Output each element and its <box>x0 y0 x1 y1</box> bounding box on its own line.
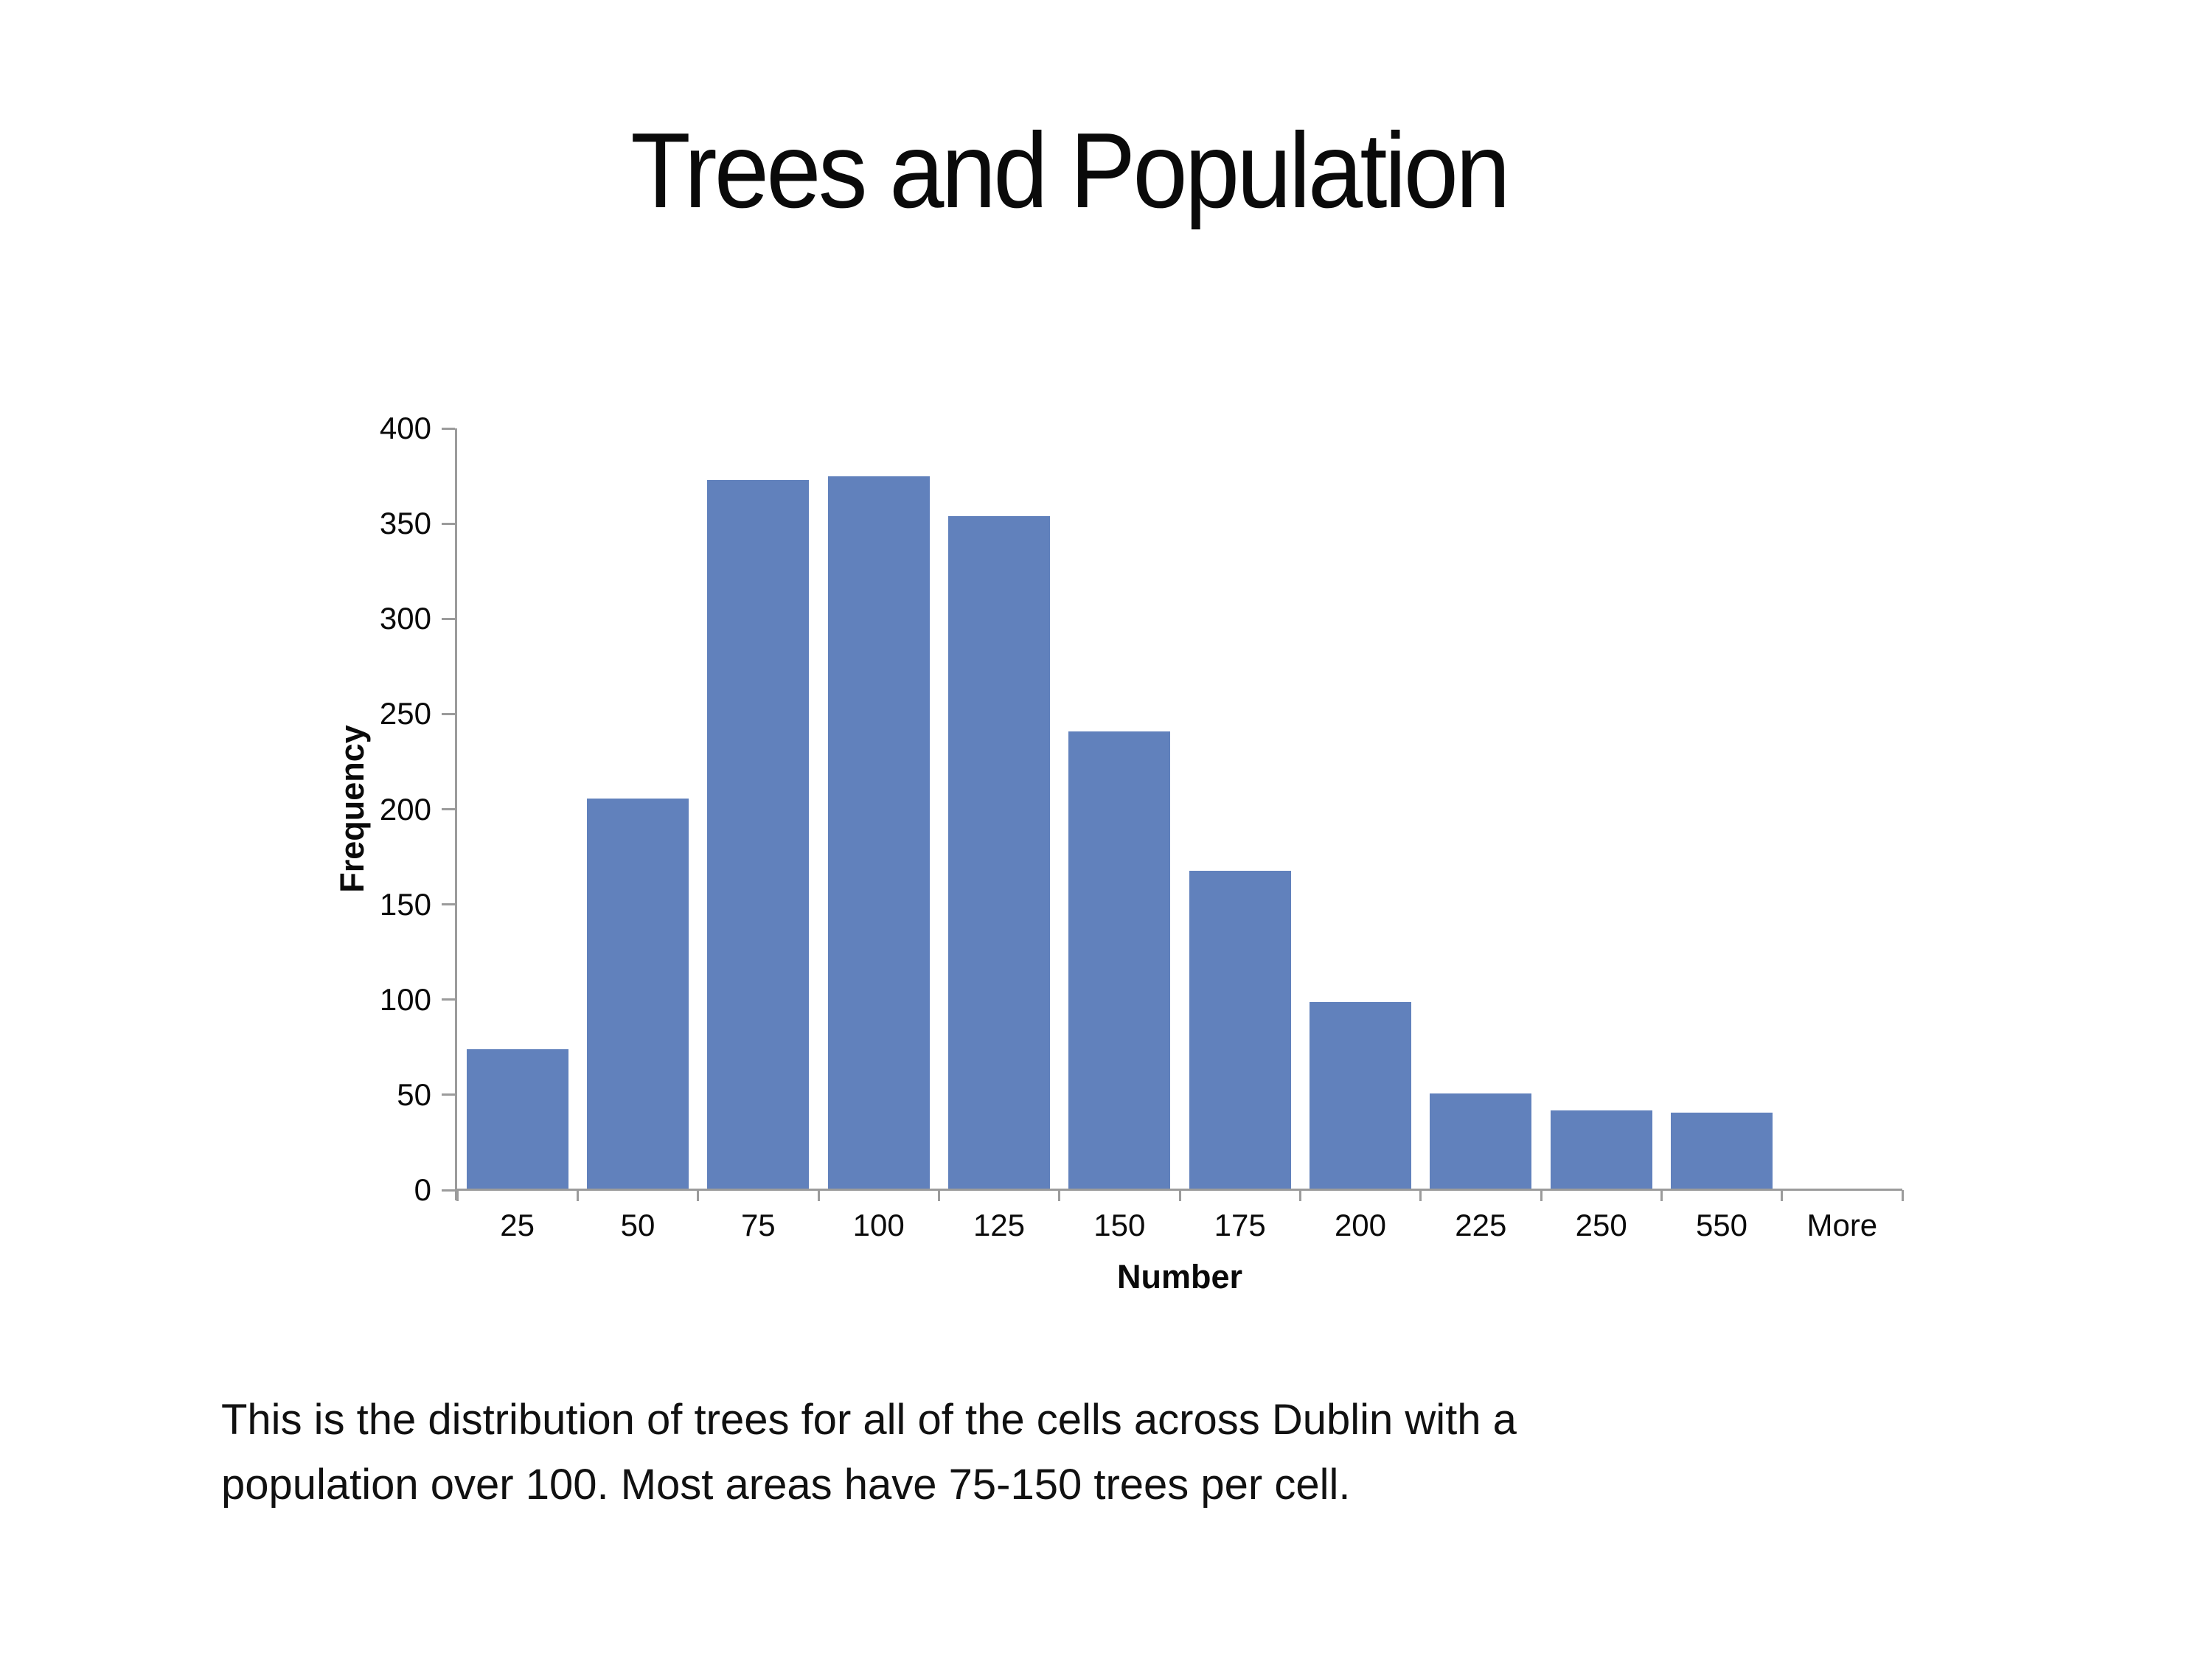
x-tick-mark <box>817 1190 820 1201</box>
y-tick-label: 350 <box>379 506 431 541</box>
x-tick-label-25: 25 <box>500 1208 535 1242</box>
y-tick-label: 400 <box>379 411 431 445</box>
bar-25 <box>466 1049 568 1189</box>
x-tick-label-550: 550 <box>1695 1208 1748 1242</box>
x-axis-line <box>455 1189 1902 1191</box>
y-tick-mark <box>442 1093 455 1096</box>
bar-75 <box>707 480 810 1189</box>
x-tick-label-more: More <box>1806 1208 1878 1242</box>
x-tick-mark <box>937 1190 940 1201</box>
bar-550 <box>1670 1112 1773 1189</box>
x-tick-mark <box>576 1190 579 1201</box>
x-tick-label-175: 175 <box>1214 1208 1266 1242</box>
y-tick-label: 250 <box>379 696 431 731</box>
y-tick-mark <box>442 522 455 525</box>
x-tick-label-250: 250 <box>1575 1208 1627 1242</box>
bar-225 <box>1430 1093 1532 1189</box>
y-tick-mark <box>442 712 455 715</box>
y-tick-label: 200 <box>379 791 431 827</box>
x-tick-mark <box>1178 1190 1181 1201</box>
x-tick-mark <box>1781 1190 1784 1201</box>
x-tick-mark <box>1419 1190 1422 1201</box>
x-tick-mark <box>1540 1190 1543 1201</box>
x-tick-mark <box>1298 1190 1301 1201</box>
y-axis-line <box>455 428 457 1200</box>
x-tick-label-100: 100 <box>852 1208 905 1242</box>
caption-text: This is the distribution of trees for al… <box>221 1388 1517 1517</box>
plot-area: 0 50 100 150 200 250 300 350 400 25 50 75 100 125 150 1… <box>380 411 1904 1242</box>
x-tick-label-225: 225 <box>1455 1208 1507 1242</box>
y-tick-label: 0 <box>414 1172 431 1207</box>
bar-100 <box>827 476 930 1189</box>
y-tick-mark <box>442 1189 455 1192</box>
bar-200 <box>1309 1001 1411 1189</box>
y-tick-mark <box>442 998 455 1001</box>
caption-line-1: This is the distribution of trees for al… <box>221 1396 1517 1444</box>
x-tick-mark <box>1901 1190 1904 1201</box>
y-tick-label: 100 <box>379 981 431 1017</box>
x-tick-label-125: 125 <box>973 1208 1026 1242</box>
x-tick-label-75: 75 <box>740 1208 776 1242</box>
x-tick-mark <box>1058 1190 1061 1201</box>
y-tick-label: 150 <box>379 886 431 922</box>
bar-150 <box>1068 731 1171 1189</box>
x-tick-mark <box>1660 1190 1663 1201</box>
slide-title: Trees and Population <box>630 111 1510 230</box>
y-tick-mark <box>442 427 455 430</box>
x-tick-mark <box>456 1190 459 1201</box>
x-tick-label-50: 50 <box>620 1208 655 1242</box>
x-tick-label-150: 150 <box>1093 1208 1146 1242</box>
bar-125 <box>947 516 1050 1189</box>
x-tick-mark <box>697 1190 700 1201</box>
y-tick-mark <box>442 903 455 906</box>
bar-175 <box>1189 870 1291 1189</box>
x-tick-label-200: 200 <box>1334 1208 1387 1242</box>
y-tick-label: 50 <box>397 1077 431 1112</box>
caption-line-2: population over 100. Most areas have 75-… <box>221 1461 1351 1509</box>
bar-50 <box>586 798 689 1189</box>
y-tick-label: 300 <box>379 601 431 636</box>
bar-250 <box>1550 1110 1652 1189</box>
x-axis-title: Number <box>1116 1258 1243 1295</box>
y-tick-mark <box>442 617 455 620</box>
y-tick-mark <box>442 808 455 810</box>
